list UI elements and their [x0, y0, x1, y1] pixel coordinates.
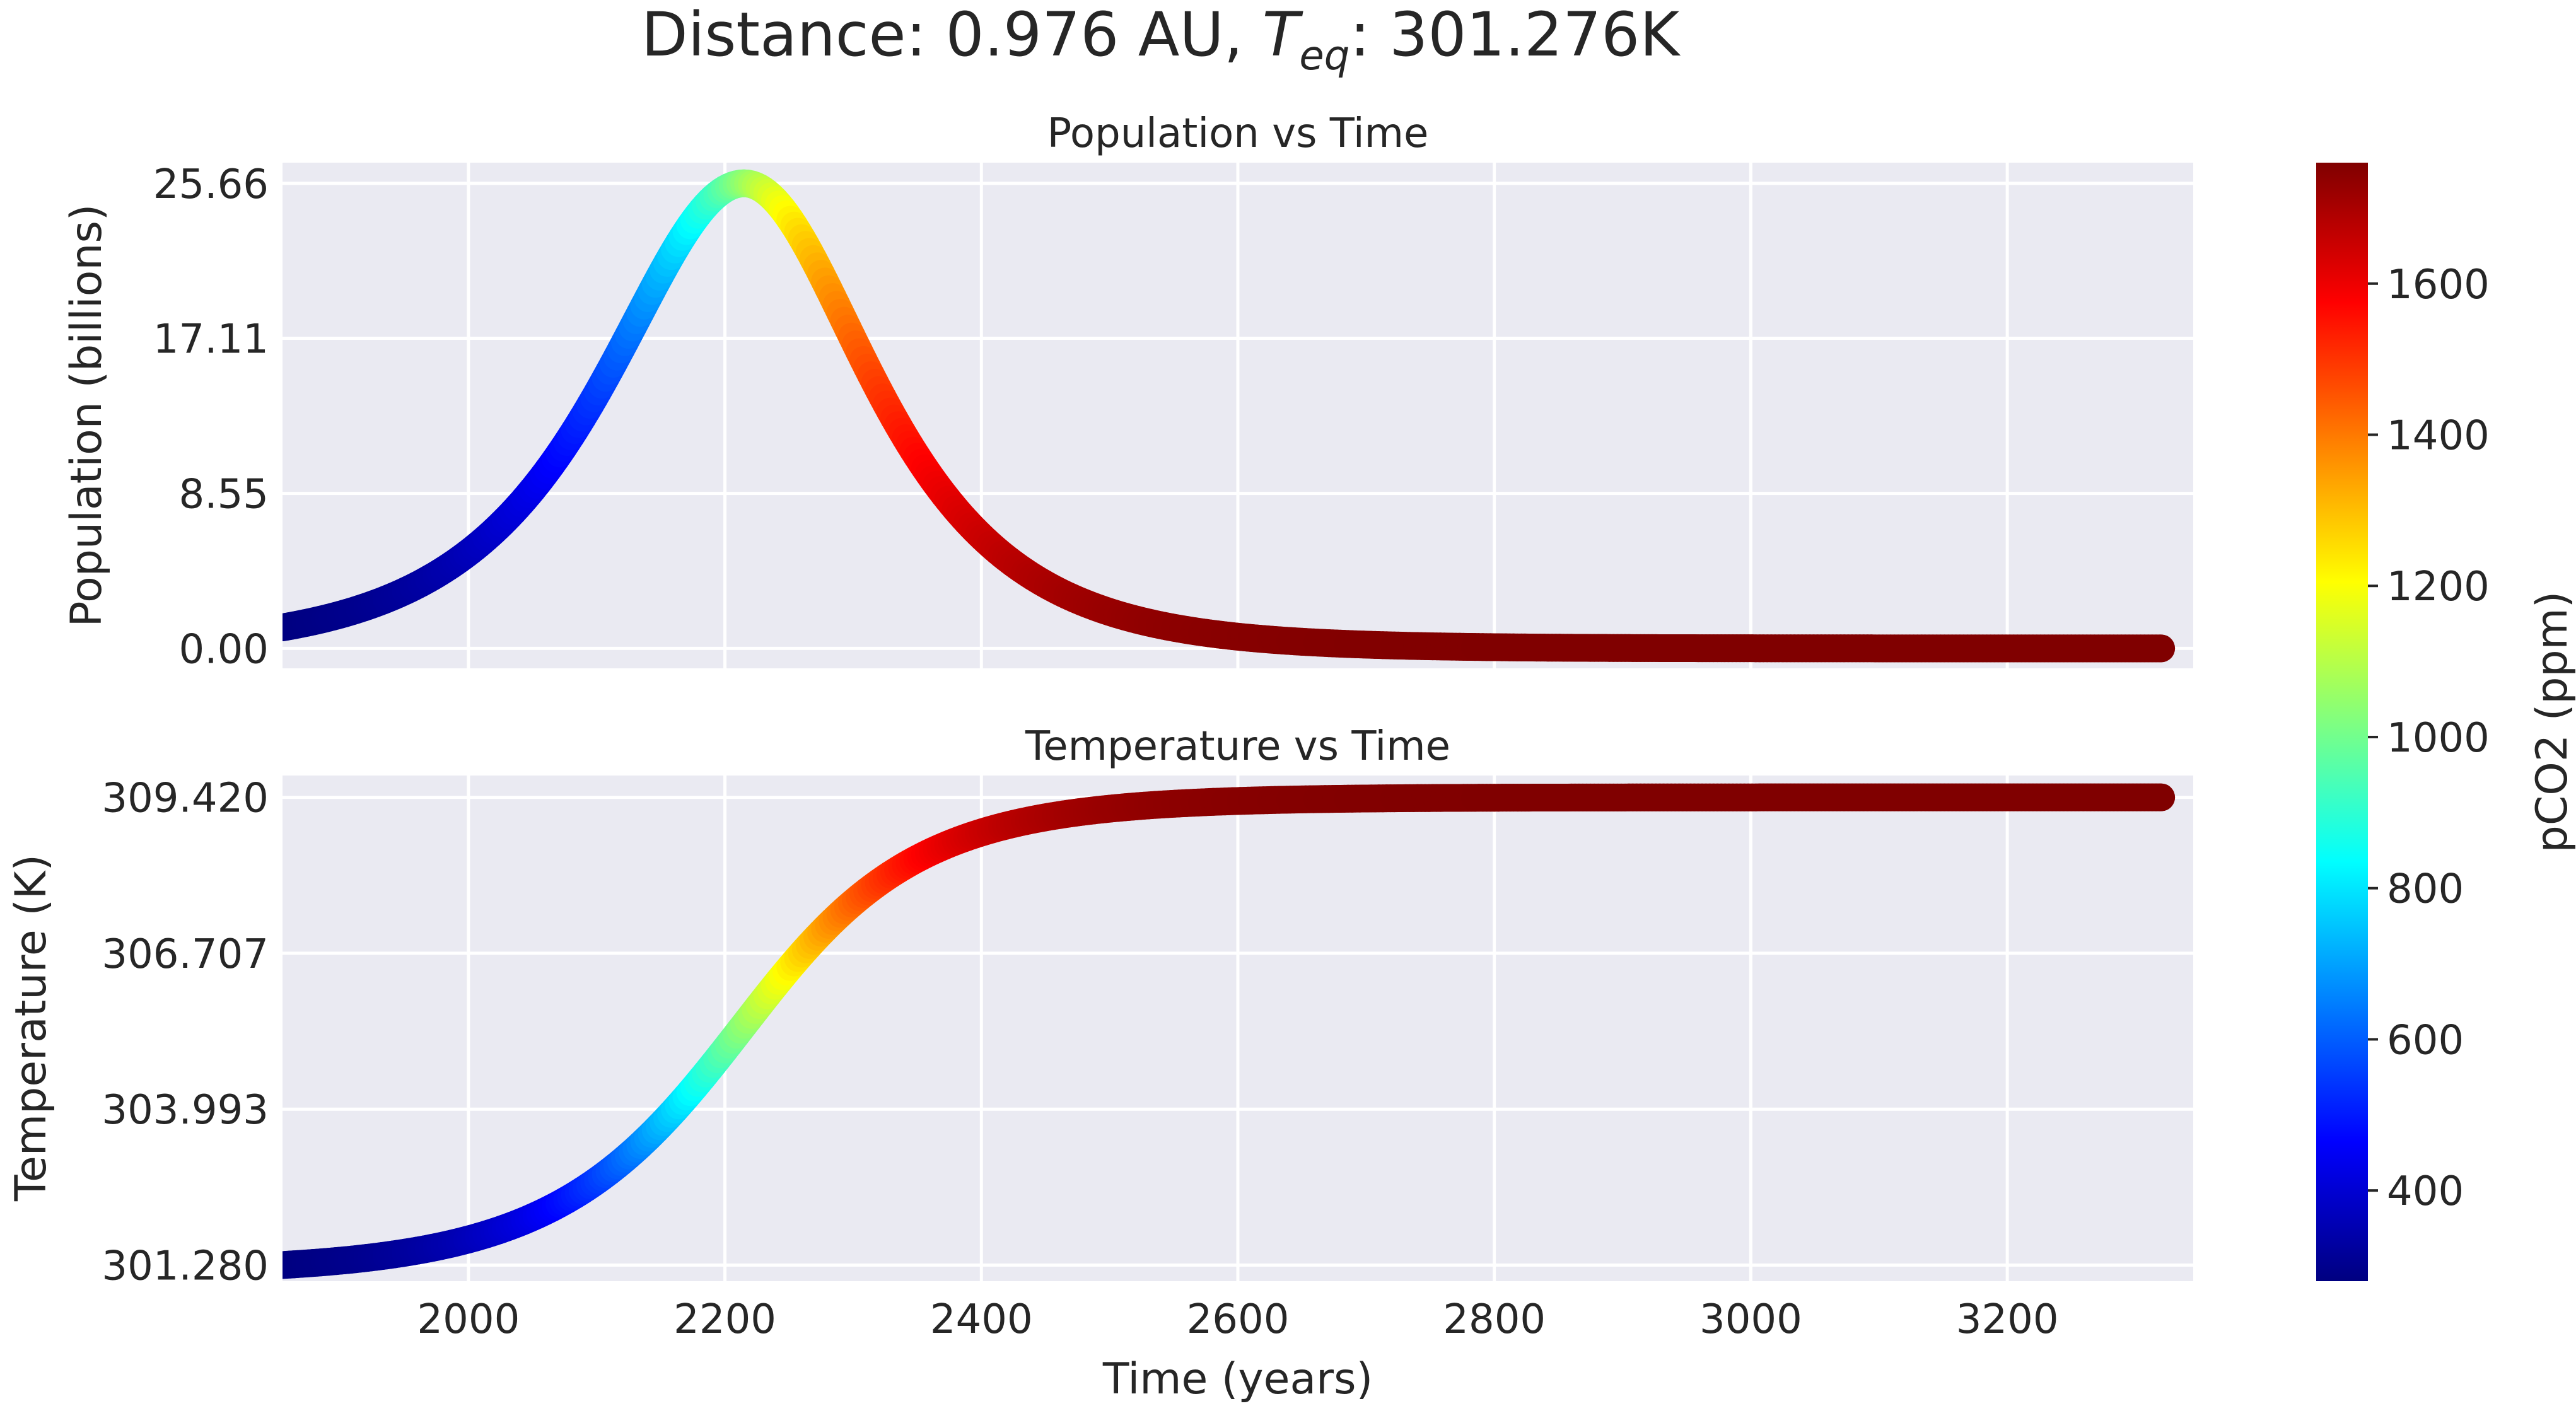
population-y-axis-label: Population (billions)	[62, 204, 112, 627]
colorbar-tick-label: 1600	[2387, 262, 2490, 308]
temperature-series	[283, 783, 2176, 1279]
figure-title-prefix: Distance: 0.976 AU,	[641, 0, 1262, 70]
temperature-axes: 301.280 303.993 306.707 309.420 2000 2200 240…	[6, 723, 2193, 1404]
x-tick-label: 2600	[1187, 1296, 1290, 1343]
colorbar-label: pCO2 (ppm)	[2527, 591, 2576, 853]
colorbar-ticks: 400 600 800 1000 1200 1400 1600	[2368, 262, 2490, 1215]
colorbar-tick-label: 1000	[2387, 715, 2490, 762]
y-tick-label: 8.55	[179, 472, 269, 518]
colorbar: 400 600 800 1000 1200 1400 1600 pCO2 (ppm)	[2316, 163, 2576, 1281]
y-tick-label: 0.00	[179, 626, 269, 673]
x-tick-label: 3000	[1699, 1296, 1802, 1343]
population-y-ticks: 0.00 8.55 17.11 25.66	[153, 161, 269, 673]
population-title: Population vs Time	[1047, 110, 1429, 157]
y-tick-label: 301.280	[102, 1243, 269, 1289]
colorbar-tick-label: 1400	[2387, 413, 2490, 460]
x-tick-label: 2200	[673, 1296, 776, 1343]
colorbar-tick-label: 600	[2387, 1017, 2464, 1064]
colorbar-tick-label: 400	[2387, 1168, 2464, 1215]
x-tick-label: 2000	[417, 1296, 520, 1343]
time-x-ticks: 2000 2200 2400 2600 2800 3000 3200	[417, 1296, 2058, 1343]
colorbar-tick-label: 800	[2387, 866, 2464, 913]
x-tick-label: 3200	[1956, 1296, 2059, 1343]
x-tick-label: 2400	[930, 1296, 1033, 1343]
population-gridlines	[283, 163, 2193, 668]
y-tick-label: 309.420	[102, 776, 269, 822]
y-tick-label: 306.707	[102, 931, 269, 978]
y-tick-label: 303.993	[102, 1087, 269, 1134]
colorbar-tick-label: 1200	[2387, 564, 2490, 610]
temperature-title: Temperature vs Time	[1025, 723, 1450, 770]
figure-title-suffix: : 301.276K	[1349, 0, 1681, 70]
x-tick-label: 2800	[1443, 1296, 1546, 1343]
figure-title: Distance: 0.976 AU, Teq: 301.276K	[641, 0, 1681, 79]
temperature-y-axis-label: Temperature (K)	[6, 854, 56, 1202]
figure-title-subscript: eq	[1299, 33, 1349, 79]
population-axes: 0.00 8.55 17.11 25.66 Population vs Time Po…	[62, 110, 2193, 673]
time-x-axis-label: Time (years)	[1102, 1354, 1373, 1404]
colorbar-gradient	[2316, 163, 2368, 1281]
temperature-gridlines	[283, 776, 2193, 1281]
temperature-y-ticks: 301.280 303.993 306.707 309.420	[102, 776, 269, 1290]
y-tick-label: 17.11	[153, 317, 269, 363]
population-series	[283, 169, 2176, 663]
figure-title-symbol: T	[1262, 0, 1303, 70]
y-tick-label: 25.66	[153, 161, 269, 208]
